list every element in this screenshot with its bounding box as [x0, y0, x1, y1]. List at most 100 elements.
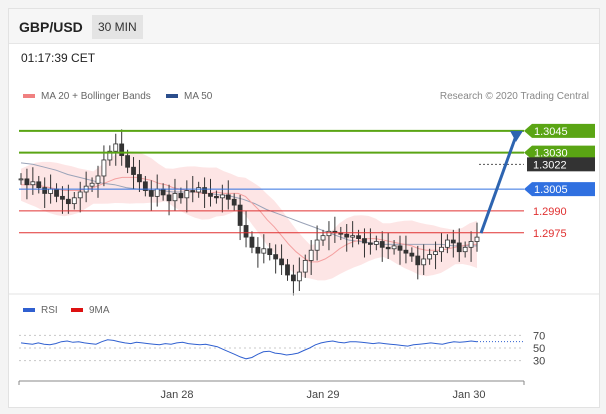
candle-body [202, 187, 207, 194]
timeframe-badge[interactable]: 30 MIN [92, 15, 143, 39]
candle-body [468, 241, 474, 248]
rsi-level-label: 50 [533, 343, 545, 355]
resistance-tag [524, 123, 595, 138]
support-label: 1.2990 [533, 206, 567, 218]
candle-body [261, 248, 267, 254]
support-label: 1.2975 [533, 228, 567, 240]
bollinger-band [21, 151, 477, 281]
candle-body [362, 238, 367, 244]
x-tick-label: Jan 30 [452, 389, 485, 401]
candle-body [308, 249, 314, 261]
candle-body [391, 245, 397, 250]
ma20-legend-swatch [23, 94, 35, 98]
candle-body [450, 239, 456, 244]
candle-body [255, 246, 261, 254]
candle-body [65, 198, 71, 205]
ma20-line [21, 176, 477, 263]
candle-body [421, 258, 427, 266]
candle-body [71, 197, 77, 205]
candle-body [403, 249, 409, 254]
rsi-legend-label: RSI [41, 305, 58, 316]
candle-body [231, 198, 237, 206]
x-tick-label: Jan 29 [306, 389, 339, 401]
candle-body [36, 181, 42, 189]
candle-body [101, 159, 107, 177]
ma20-legend-label: MA 20 + Bollinger Bands [41, 91, 151, 102]
candle-body [379, 241, 385, 248]
candle-body [462, 246, 468, 253]
candle-body [214, 195, 219, 199]
candle-body [30, 181, 36, 186]
candle-body [267, 248, 273, 256]
candle-body [119, 143, 125, 156]
candle-body [444, 239, 450, 248]
candle-body [48, 188, 54, 194]
candle-body [137, 174, 142, 183]
candle-body [77, 191, 83, 199]
candle-body [344, 233, 350, 238]
currency-pair-title: GBP/USD [19, 19, 83, 35]
candle-body [279, 258, 284, 266]
ma50-legend-swatch [166, 94, 178, 98]
candle-body [172, 193, 178, 202]
candle-body [190, 190, 196, 193]
candle-body [273, 254, 279, 260]
candle-body [131, 166, 136, 175]
rsi-level-label: 70 [533, 330, 545, 342]
candle-body [350, 235, 356, 238]
pivot-tag [524, 182, 595, 197]
candle-body [427, 254, 433, 260]
candle-body [142, 181, 148, 191]
resistance-label: 1.3045 [534, 126, 568, 138]
rsi-line [20, 339, 478, 360]
pivot-label: 1.3005 [534, 184, 568, 196]
candle-body [184, 190, 190, 199]
chart-widget: GBP/USD 30 MIN 01:17:39 CET MA 20 + Boll… [8, 8, 600, 408]
candle-body [314, 239, 320, 251]
candle-body [24, 178, 30, 186]
candle-body [95, 175, 101, 184]
candle-body [433, 251, 438, 256]
candle-body [18, 178, 24, 181]
candle-body [373, 241, 379, 245]
candle-body [113, 143, 119, 152]
candle-body [219, 194, 225, 199]
candle-body [42, 187, 48, 194]
candle-body [154, 188, 160, 197]
copyright: Research © 2020 Trading Central [440, 91, 589, 102]
price-chart: MA 20 + Bollinger Bands MA 50 Research ©… [9, 91, 599, 401]
resistance-tag [524, 145, 595, 160]
candle-body [243, 225, 249, 238]
projection-arrowhead [510, 130, 523, 142]
candle-body [326, 230, 332, 237]
ma50-legend-label: MA 50 [184, 91, 213, 102]
rsi-ma-legend-swatch [71, 308, 83, 312]
candle-body [302, 260, 308, 273]
widget-header: GBP/USD 30 MIN [9, 9, 599, 44]
timestamp: 01:17:39 CET [21, 51, 96, 65]
candle-body [196, 187, 202, 193]
projection-arrow [479, 135, 518, 234]
candle-body [439, 246, 444, 253]
rsi-ma-legend-label: 9MA [89, 305, 110, 316]
candle-body [296, 271, 302, 282]
candle-body [160, 188, 166, 196]
rsi-level-label: 30 [533, 356, 545, 368]
candle-body [60, 195, 65, 200]
candle-body [320, 235, 326, 241]
resistance-label: 1.3030 [534, 148, 568, 160]
x-tick-label: Jan 28 [160, 389, 193, 401]
candle-body [225, 194, 231, 200]
last-price-label: 1.3022 [533, 159, 567, 171]
candle-body [409, 252, 415, 257]
candle-body [291, 274, 296, 282]
candle-body [89, 182, 95, 187]
candle-body [415, 255, 421, 266]
rsi-legend-swatch [23, 308, 35, 312]
candle-body [397, 245, 403, 251]
candle-body [456, 242, 462, 253]
candle-body [356, 235, 361, 239]
candle-body [54, 188, 59, 197]
